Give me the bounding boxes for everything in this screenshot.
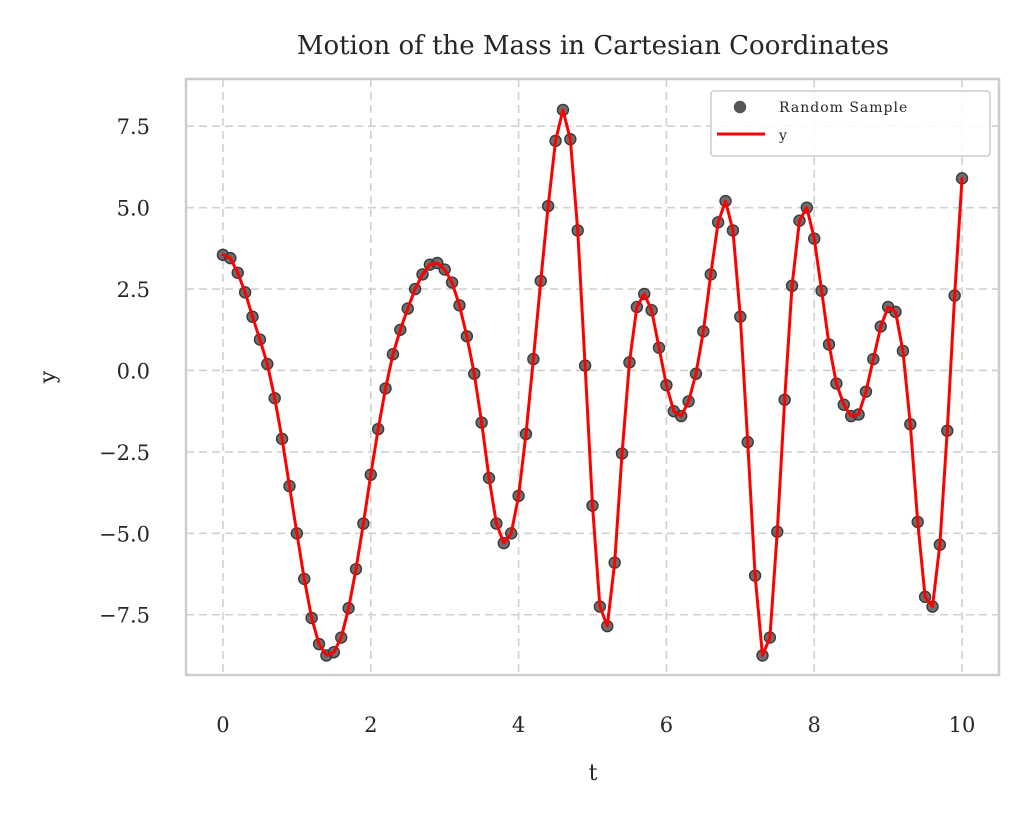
- legend-label-random-sample: Random Sample: [779, 100, 908, 116]
- x-tick-label: 8: [808, 713, 821, 737]
- x-tick-label: 4: [512, 713, 525, 737]
- chart-title: Motion of the Mass in Cartesian Coordina…: [297, 31, 889, 61]
- x-tick-label: 6: [660, 713, 673, 737]
- x-axis-label: t: [589, 761, 598, 786]
- x-tick-label: 2: [364, 713, 377, 737]
- line-series-y: [221, 108, 964, 657]
- legend-label-y: y: [778, 128, 788, 144]
- line-series-group: [221, 108, 964, 657]
- y-tick-label: 0.0: [117, 359, 150, 383]
- plot-area: [184, 77, 1001, 677]
- legend: Random Sample y: [710, 90, 991, 157]
- y-axis-label: y: [36, 370, 61, 384]
- legend-box: [710, 90, 991, 157]
- y-tick-label: 5.0: [117, 197, 150, 221]
- y-tick-label: 2.5: [117, 278, 150, 302]
- y-tick-label: −5.0: [99, 522, 150, 546]
- y-tick-label: −7.5: [99, 604, 150, 628]
- y-tick-label: 7.5: [117, 115, 150, 139]
- x-gridlines: [222, 79, 963, 675]
- y-tick-label: −2.5: [99, 441, 150, 465]
- y-tick-labels: −7.5 −5.0 −2.5 0.0 2.5 5.0 7.5: [99, 115, 150, 628]
- x-tick-label: 0: [216, 713, 229, 737]
- x-tick-labels: 0 2 4 6 8 10: [216, 713, 975, 737]
- legend-marker-random-sample: [733, 100, 747, 114]
- x-tick-label: 10: [949, 713, 976, 737]
